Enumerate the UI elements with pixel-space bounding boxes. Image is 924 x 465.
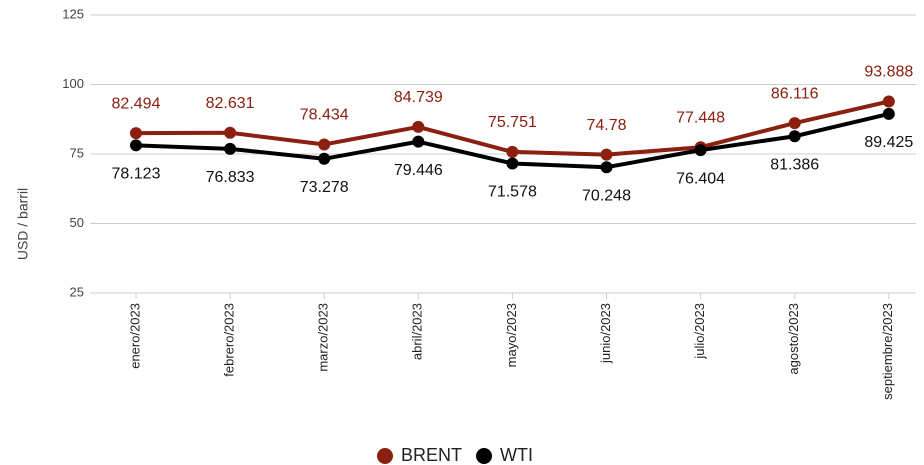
point [318,138,331,151]
point [412,120,425,133]
y-tick-label: 50 [70,215,84,230]
data-label: 76.404 [676,170,725,187]
point [224,142,237,155]
x-tick-label: julio/2023 [692,303,707,360]
data-label: 75.751 [488,114,537,131]
data-label: 79.446 [394,162,443,179]
data-label: 70.248 [582,187,631,204]
y-tick-label: 125 [62,6,84,21]
point [412,135,425,148]
x-tick-label: marzo/2023 [316,303,331,372]
point [694,144,707,157]
legend-label: WTI [500,445,533,465]
data-label: 93.888 [864,64,913,81]
point [882,95,895,108]
point [224,126,237,139]
y-tick-label: 25 [70,284,84,299]
point [788,130,801,143]
data-label: 86.116 [771,85,819,102]
point [882,107,895,120]
point [318,152,331,165]
data-label: 73.278 [300,179,349,196]
data-label: 77.448 [676,109,725,126]
x-tick-label: junio/2023 [598,303,613,364]
y-tick-label: 75 [70,145,84,160]
point [130,127,142,140]
point [600,161,613,174]
data-label: 76.833 [206,169,255,186]
data-label: 74.78 [586,117,626,134]
x-tick-label: enero/2023 [127,303,142,369]
point [130,139,142,152]
point [788,117,801,130]
x-tick-label: mayo/2023 [504,303,519,367]
data-label: 82.631 [206,95,255,112]
data-label: 71.578 [488,184,537,201]
data-label: 84.739 [394,89,443,106]
point [506,157,519,170]
y-axis-label: USD / barril [15,188,31,260]
data-label: 78.434 [300,107,349,124]
legend-label: BRENT [401,445,462,465]
x-tick-label: abril/2023 [410,303,425,360]
x-tick-label: septiembre/2023 [880,303,895,400]
data-label: 82.494 [112,95,161,112]
point [600,148,613,161]
data-label: 89.425 [864,134,913,151]
x-tick-label: agosto/2023 [786,303,801,375]
point [506,145,519,158]
data-label: 81.386 [770,156,819,173]
data-label: 78.123 [112,166,161,183]
x-tick-label: febrero/2023 [222,303,237,377]
legend-marker [476,448,493,464]
y-tick-label: 100 [62,76,84,91]
legend-marker [377,448,393,464]
